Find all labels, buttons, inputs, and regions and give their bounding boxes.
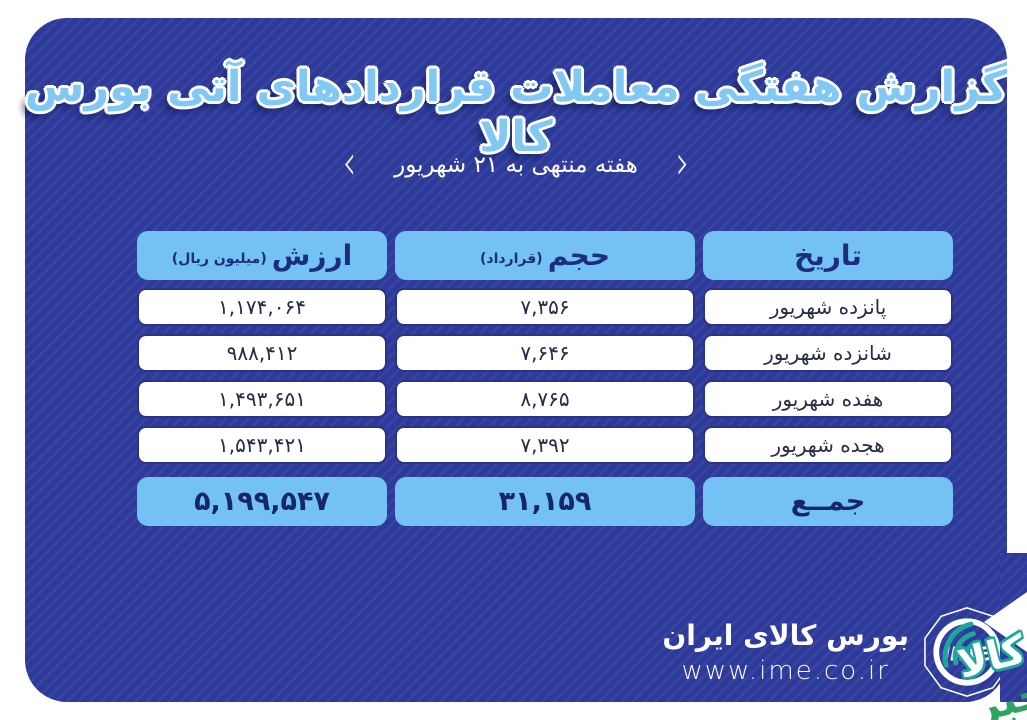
value-cell: ۹۸۸,۴۱۲ [137,334,387,372]
ime-logo-text: ime [942,638,993,668]
volume-cell: ۷,۳۵۶ [395,288,695,326]
table-row: شانزده شهریور ۷,۶۴۶ ۹۸۸,۴۱۲ [137,334,953,372]
footer: بورس کالای ایران www.ime.co.ir ime [625,602,1015,702]
table-total-row: جمــع ۳۱,۱۵۹ ۵,۱۹۹,۵۴۷ [137,477,953,526]
table-row: پانزده شهریور ۷,۳۵۶ ۱,۱۷۴,۰۶۴ [137,288,953,326]
column-header-volume-label: حجم [547,239,611,272]
column-header-volume-unit: (قرارداد) [479,250,543,267]
table-row: هفده شهریور ۸,۷۶۵ ۱,۴۹۳,۶۵۱ [137,380,953,418]
date-cell: شانزده شهریور [703,334,953,372]
column-header-value-unit: (میلیون ریال) [171,250,267,267]
value-cell: ۱,۵۴۳,۴۲۱ [137,426,387,464]
column-header-volume: حجم (قرارداد) [395,231,695,280]
total-label-cell: جمــع [703,477,953,526]
volume-cell: ۸,۷۶۵ [395,380,695,418]
column-header-date: تاریخ [703,231,953,280]
website-url: www.ime.co.ir [681,655,890,686]
volume-cell: ۷,۳۹۲ [395,426,695,464]
value-cell: ۱,۴۹۳,۶۵۱ [137,380,387,418]
footer-text: بورس کالای ایران www.ime.co.ir [662,619,909,686]
column-header-date-label: تاریخ [794,239,862,272]
subtitle: ‹ هفته منتهی به ۲۱ شهریور › [25,138,1007,187]
column-header-value: ارزش (میلیون ریال) [137,231,387,280]
column-header-value-label: ارزش [271,239,353,272]
total-volume-cell: ۳۱,۱۵۹ [395,477,695,526]
org-name: بورس کالای ایران [662,618,909,652]
report-card: گزارش هفتگی معاملات قراردادهای آتی بورس … [24,18,1010,702]
date-cell: هفده شهریور [703,380,953,418]
volume-cell: ۷,۶۴۶ [395,334,695,372]
total-value-cell: ۵,۱۹۹,۵۴۷ [137,477,387,526]
date-cell: پانزده شهریور [703,288,953,326]
chevron-right-icon: ‹ [675,134,690,192]
table-header-row: تاریخ حجم (قرارداد) ارزش (میلیون ریال) [137,231,953,280]
value-cell: ۱,۱۷۴,۰۶۴ [137,288,387,326]
page-title: گزارش هفتگی معاملات قراردادهای آتی بورس … [24,62,1007,162]
table-row: هجده شهریور ۷,۳۹۲ ۱,۵۴۳,۴۲۱ [137,426,953,464]
date-cell: هجده شهریور [703,426,953,464]
chevron-left-icon: › [342,134,357,192]
subtitle-text: هفته منتهی به ۲۱ شهریور [394,152,638,178]
data-table: تاریخ حجم (قرارداد) ارزش (میلیون ریال) پ… [137,231,953,526]
